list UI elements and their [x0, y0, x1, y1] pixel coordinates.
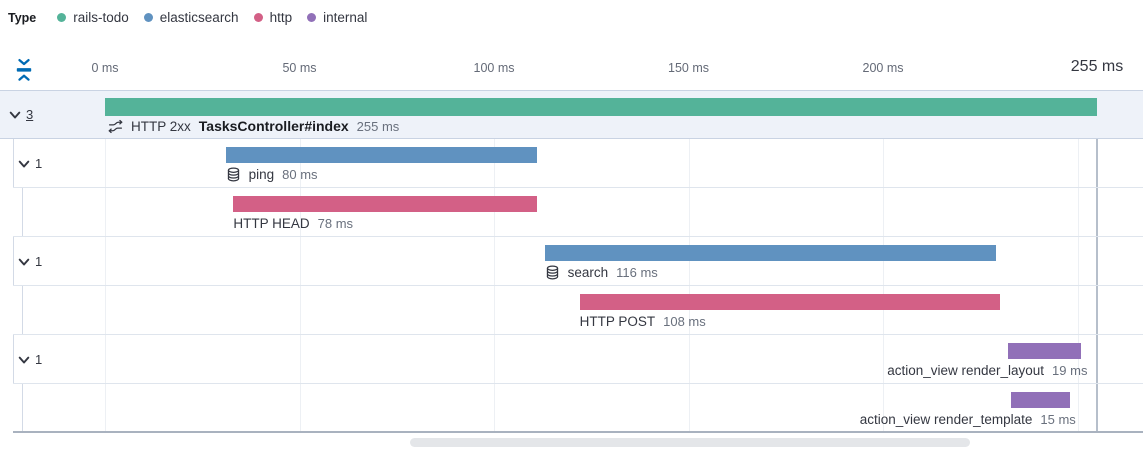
accordion-toggle[interactable]: 3 [8, 90, 33, 139]
gridline [883, 90, 885, 433]
span-bar[interactable] [225, 147, 537, 163]
span-name: action_view render_layout [887, 363, 1045, 378]
type-legend: Type rails-todo elasticsearch http internal [8, 10, 367, 25]
waterfall-bottom-border [13, 431, 1143, 433]
legend-item-label: http [269, 10, 293, 25]
axis-tick-label: 100 ms [473, 61, 515, 75]
indent-guide-line [22, 286, 23, 335]
legend-title: Type [8, 10, 37, 25]
waterfall-row: 1 action_view render_layout 19 ms [0, 335, 1143, 384]
span-bar[interactable] [579, 294, 1000, 310]
indent-guide-line [13, 237, 14, 286]
span-label: action_view render_layout 19 ms [887, 363, 1087, 378]
axis-tick-label: 0 ms [91, 61, 119, 75]
legend-item-rails-todo[interactable]: rails-todo [57, 10, 129, 25]
legend-color-dot-icon [143, 13, 153, 22]
legend-item-internal[interactable]: internal [307, 10, 367, 25]
row-divider [13, 383, 1143, 384]
waterfall-row: HTTP HEAD 78 ms [0, 188, 1143, 237]
span-name: ping [248, 167, 275, 182]
gridline [1077, 90, 1079, 433]
span-bar[interactable] [1007, 343, 1082, 359]
span-name: HTTP HEAD [233, 216, 310, 231]
child-count: 1 [35, 156, 43, 171]
axis-tick-label: 200 ms [862, 61, 904, 75]
legend-color-dot-icon [307, 13, 317, 22]
gridline [105, 90, 106, 433]
duration-label: 15 ms [1040, 412, 1076, 427]
duration-label: 255 ms [356, 118, 400, 134]
database-icon [227, 167, 239, 182]
span-label: HTTP POST 108 ms [580, 314, 706, 329]
chevron-down-icon [18, 160, 30, 167]
accordion-toggle[interactable]: 1 [17, 237, 42, 286]
merge-icon [108, 119, 123, 133]
waterfall-row: 3 HTTP 2xx TasksController#index 255 ms [0, 90, 1143, 139]
result-prefix: HTTP 2xx [131, 118, 191, 134]
child-count: 1 [35, 352, 43, 367]
gridline [299, 90, 301, 433]
waterfall-row: action_view render_template 15 ms [0, 384, 1143, 433]
duration-label: 108 ms [663, 314, 706, 329]
span-name: action_view render_template [859, 412, 1033, 427]
indent-guide-line [13, 335, 14, 384]
duration-label: 78 ms [317, 216, 354, 231]
span-bar[interactable] [544, 245, 996, 261]
duration-label: 116 ms [616, 265, 658, 280]
chevron-down-icon [18, 356, 30, 363]
legend-item-http[interactable]: http [253, 10, 293, 25]
horizontal-scrollbar-thumb[interactable] [410, 438, 970, 447]
gridline [494, 90, 496, 433]
legend-color-dot-icon [253, 13, 263, 22]
legend-item-label: internal [323, 10, 368, 25]
chevron-down-icon [9, 111, 21, 118]
chevron-down-icon [18, 258, 30, 265]
legend-item-elasticsearch[interactable]: elasticsearch [143, 10, 239, 25]
fold-icon [16, 59, 32, 81]
row-divider [13, 187, 1143, 188]
waterfall-row: HTTP POST 108 ms [0, 286, 1143, 335]
row-divider [13, 334, 1143, 335]
span-bar[interactable] [233, 196, 537, 212]
row-divider [13, 285, 1143, 286]
accordion-toggle[interactable]: 1 [17, 335, 42, 384]
database-icon [546, 265, 558, 280]
waterfall-row: 1 ping 80 ms [0, 139, 1143, 188]
waterfall-row: 1 search 116 ms [0, 237, 1143, 286]
legend-items: rails-todo elasticsearch http internal [57, 10, 367, 25]
indent-guide-line [22, 384, 23, 433]
legend-item-label: rails-todo [73, 10, 129, 25]
trace-end-line [1096, 90, 1098, 433]
axis-tick-label: 150 ms [668, 61, 710, 75]
span-label: HTTP HEAD 78 ms [233, 216, 353, 231]
span-label: search 116 ms [545, 265, 658, 280]
gridline [688, 90, 690, 433]
span-bar[interactable] [1011, 392, 1070, 408]
legend-color-dot-icon [57, 13, 67, 22]
transaction-bar[interactable] [105, 98, 1097, 116]
child-count[interactable]: 3 [26, 107, 34, 122]
row-divider [13, 236, 1143, 237]
legend-item-label: elasticsearch [159, 10, 239, 25]
indent-guide-line [22, 188, 23, 237]
axis-tick-label: 50 ms [282, 61, 317, 75]
duration-label: 19 ms [1052, 363, 1088, 378]
span-name: HTTP POST [579, 314, 656, 329]
span-name: search [567, 265, 609, 280]
indent-guide-line [13, 139, 14, 188]
child-count: 1 [35, 254, 43, 269]
trace-duration-label: 255 ms [1070, 58, 1124, 75]
collapse-all-button[interactable] [11, 56, 37, 84]
transaction-label: HTTP 2xx TasksController#index 255 ms [108, 118, 399, 134]
accordion-toggle[interactable]: 1 [17, 139, 42, 188]
duration-label: 80 ms [282, 167, 318, 182]
span-label: action_view render_template 15 ms [860, 412, 1076, 427]
span-label: ping 80 ms [226, 167, 318, 182]
span-name: TasksController#index [198, 118, 349, 134]
